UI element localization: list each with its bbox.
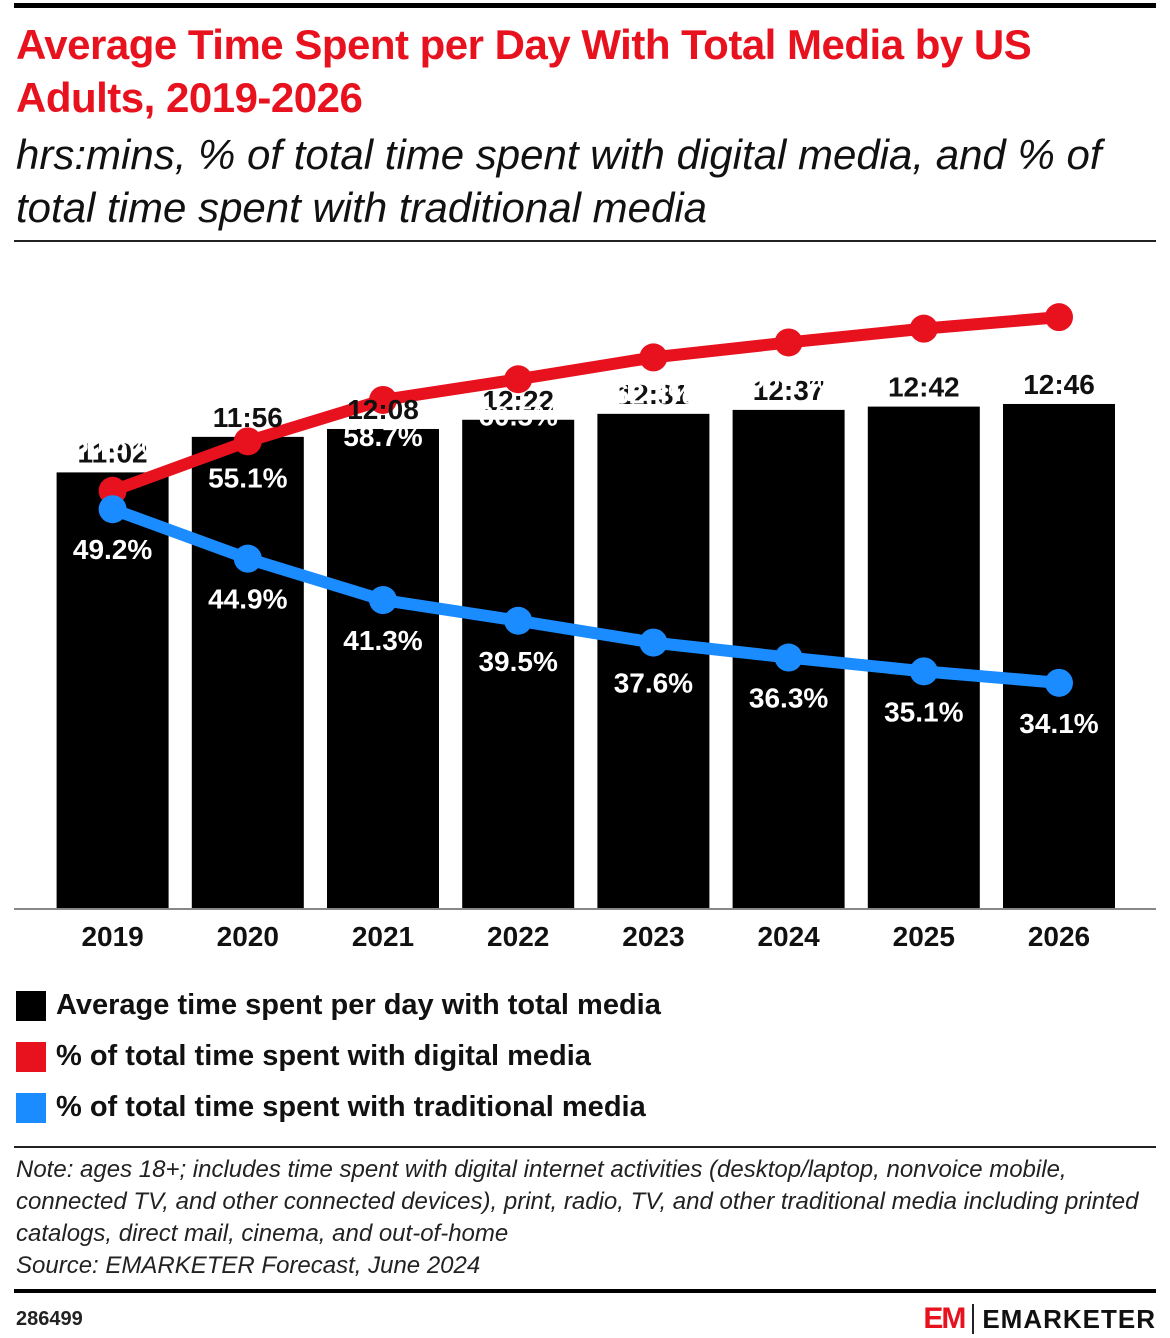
x-tick-label: 2020 xyxy=(217,921,279,952)
brand-logo: EM EMARKETER xyxy=(923,1302,1156,1336)
line-value-label: 35.1% xyxy=(884,696,963,727)
line-value-label: 44.9% xyxy=(208,584,287,615)
bar-value-label: 12:31 xyxy=(618,379,690,410)
source-text: Source: EMARKETER Forecast, June 2024 xyxy=(16,1252,481,1279)
line-point xyxy=(774,328,803,357)
legend-label: % of total time spent with digital media xyxy=(56,1040,591,1072)
line-point xyxy=(233,427,262,456)
bar-value-label: 12:46 xyxy=(1023,369,1095,400)
line-value-label: 49.2% xyxy=(73,534,152,565)
line-point xyxy=(1045,668,1073,697)
line-value-label: 34.1% xyxy=(1019,708,1098,739)
line-value-label: 60.5% xyxy=(478,400,557,431)
x-tick-label: 2019 xyxy=(81,921,143,952)
line-value-label: 50.8% xyxy=(73,428,152,459)
legend-label: % of total time spent with traditional m… xyxy=(56,1091,646,1123)
x-tick-label: 2025 xyxy=(893,921,955,952)
legend-swatch-black xyxy=(16,990,46,1021)
line-point xyxy=(909,657,938,686)
bar xyxy=(327,428,439,908)
legend-item-total-media: Average time spent per day with total me… xyxy=(16,980,661,1031)
line-point xyxy=(98,495,127,524)
line-point xyxy=(639,343,668,372)
line-point xyxy=(233,544,262,573)
bars-layer xyxy=(14,403,1156,910)
line-value-label: 58.7% xyxy=(343,421,422,452)
traditional-media-line xyxy=(106,503,1065,689)
lines-layer xyxy=(98,303,1073,697)
brand-name: EMARKETER xyxy=(982,1303,1156,1334)
chart-title: Average Time Spent per Day With Total Me… xyxy=(16,21,1032,121)
bar-value-label: 12:42 xyxy=(888,372,960,403)
legend-label: Average time spent per day with total me… xyxy=(56,989,661,1021)
note-text: Note: ages 18+; includes time spent with… xyxy=(16,1156,1139,1247)
line-value-label: 64.9% xyxy=(884,350,963,381)
line-value-label: 41.3% xyxy=(343,625,422,656)
bar xyxy=(1003,403,1115,908)
x-tick-label: 2024 xyxy=(757,921,820,952)
legend-swatch-red xyxy=(16,1041,46,1072)
bar-value-label: 11:02 xyxy=(78,437,148,468)
line-point xyxy=(774,643,803,672)
brand-separator xyxy=(972,1304,975,1334)
bar xyxy=(597,413,710,908)
line-value-label: 65.9% xyxy=(1019,338,1098,369)
x-tick-label: 2026 xyxy=(1028,921,1090,952)
bar-value-label: 12:22 xyxy=(482,385,554,416)
bar xyxy=(462,419,575,908)
bar xyxy=(867,406,980,908)
brand-mark-icon: EM xyxy=(923,1302,966,1335)
line-point xyxy=(504,365,533,394)
x-tick-label: 2021 xyxy=(352,921,414,952)
line-value-label: 39.5% xyxy=(478,646,557,677)
legend-item-traditional: % of total time spent with traditional m… xyxy=(16,1082,661,1133)
legend-swatch-blue xyxy=(16,1092,46,1123)
line-point xyxy=(909,314,938,343)
x-tick-label: 2022 xyxy=(487,921,549,952)
line-point xyxy=(639,628,668,657)
footer-divider xyxy=(14,1146,1156,1148)
chart-id: 286499 xyxy=(16,1308,83,1330)
chart-subtitle: hrs:mins, % of total time spent with dig… xyxy=(16,131,1102,231)
bar-value-label: 12:08 xyxy=(347,394,419,425)
footer-rule xyxy=(14,1289,1156,1293)
line-value-label: 63.7% xyxy=(749,363,828,394)
legend-item-digital: % of total time spent with digital media xyxy=(16,1031,661,1082)
line-point xyxy=(1045,303,1073,332)
bar-value-label: 11:56 xyxy=(213,402,283,433)
legend: Average time spent per day with total me… xyxy=(16,980,661,1133)
digital-media-line xyxy=(106,311,1065,497)
footnote: Note: ages 18+; includes time spent with… xyxy=(16,1154,1156,1282)
header-divider xyxy=(14,240,1156,242)
bar xyxy=(191,436,304,908)
line-point xyxy=(504,606,533,635)
line-point xyxy=(369,586,397,615)
bar xyxy=(56,472,169,908)
bar-value-label: 12:37 xyxy=(753,375,825,406)
line-point xyxy=(369,385,397,414)
top-rule xyxy=(14,3,1156,8)
labels-layer: 11:02 2019 11:56 2020 12:08 2021 12:22 2022 12:3… xyxy=(73,338,1099,952)
line-value-label: 55.1% xyxy=(208,462,287,493)
combo-chart: 11:02 2019 11:56 2020 12:08 2021 12:22 2022 12:3… xyxy=(14,303,1156,952)
line-value-label: 37.6% xyxy=(614,668,693,699)
line-value-label: 36.3% xyxy=(749,683,828,714)
x-tick-label: 2023 xyxy=(622,921,684,952)
line-value-label: 62.4% xyxy=(614,378,693,409)
